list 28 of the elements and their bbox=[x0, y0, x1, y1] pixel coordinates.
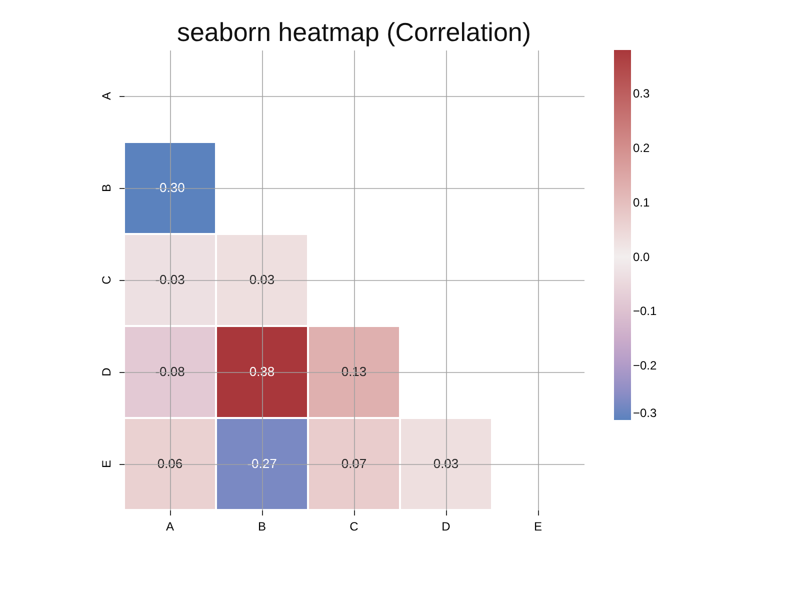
y-tick-label: B bbox=[100, 184, 114, 192]
color-bar-label: 0.3 bbox=[633, 86, 650, 101]
color-bar-label: 0.0 bbox=[633, 250, 650, 264]
y-tick-label: C bbox=[100, 275, 114, 284]
data-label: -0.08 bbox=[155, 364, 185, 379]
data-label: 0.13 bbox=[341, 364, 367, 379]
chart-title: seaborn heatmap (Correlation) bbox=[176, 17, 532, 47]
y-tick-label: D bbox=[100, 367, 114, 376]
data-label: -0.03 bbox=[155, 272, 185, 287]
color-bar-label: −0.1 bbox=[633, 304, 658, 318]
data-label: 0.06 bbox=[157, 456, 183, 471]
color-bar-label: 0.2 bbox=[633, 140, 650, 155]
x-tick-label: A bbox=[166, 520, 174, 534]
x-tick-label: C bbox=[350, 520, 359, 534]
x-tick-label: D bbox=[442, 520, 451, 534]
y-tick-label: E bbox=[100, 460, 114, 468]
y-tick-label: A bbox=[100, 92, 114, 100]
color-bar-label: 0.1 bbox=[633, 195, 650, 210]
data-label: -0.30 bbox=[155, 180, 185, 195]
data-label: 0.03 bbox=[433, 456, 459, 471]
x-tick-label: E bbox=[534, 520, 542, 534]
data-label: -0.27 bbox=[247, 456, 277, 471]
x-tick-label: B bbox=[258, 520, 266, 534]
color-bar-label: −0.2 bbox=[633, 358, 658, 373]
data-label: 0.07 bbox=[341, 456, 367, 471]
color-bar-label: −0.3 bbox=[633, 406, 658, 420]
data-label: 0.03 bbox=[249, 272, 275, 287]
data-label: 0.38 bbox=[249, 364, 275, 379]
